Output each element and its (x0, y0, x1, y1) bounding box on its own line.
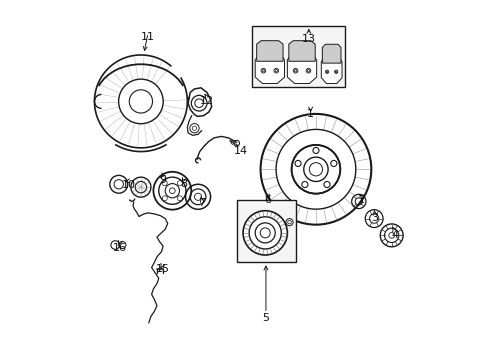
Polygon shape (256, 41, 283, 61)
Circle shape (273, 68, 278, 73)
Text: 11: 11 (141, 32, 155, 42)
Text: 15: 15 (155, 264, 169, 274)
Text: 9: 9 (159, 175, 165, 185)
Polygon shape (321, 52, 341, 84)
Bar (251, 26, 344, 87)
Text: 5: 5 (262, 312, 269, 323)
Polygon shape (322, 44, 340, 63)
Text: 13: 13 (301, 34, 315, 44)
Text: 4: 4 (390, 230, 397, 240)
Circle shape (243, 211, 287, 255)
Circle shape (312, 147, 318, 153)
Polygon shape (287, 49, 316, 84)
Circle shape (261, 68, 265, 73)
Circle shape (301, 181, 307, 188)
Circle shape (334, 70, 337, 73)
Circle shape (330, 161, 336, 167)
Text: 7: 7 (198, 198, 205, 208)
Circle shape (291, 145, 340, 194)
Text: 6: 6 (264, 195, 271, 204)
Text: 2: 2 (356, 195, 364, 204)
Text: 12: 12 (200, 96, 214, 107)
Text: 16: 16 (112, 243, 126, 253)
Polygon shape (288, 41, 315, 61)
Circle shape (294, 161, 301, 167)
Text: 14: 14 (233, 147, 247, 157)
Text: 3: 3 (370, 212, 378, 222)
Text: 1: 1 (306, 109, 313, 119)
Text: 10: 10 (121, 180, 135, 190)
Circle shape (293, 68, 297, 73)
Circle shape (325, 70, 328, 73)
Circle shape (324, 181, 329, 188)
Polygon shape (255, 49, 284, 84)
Text: 8: 8 (180, 179, 187, 189)
Circle shape (305, 68, 310, 73)
Bar (237, 200, 296, 262)
